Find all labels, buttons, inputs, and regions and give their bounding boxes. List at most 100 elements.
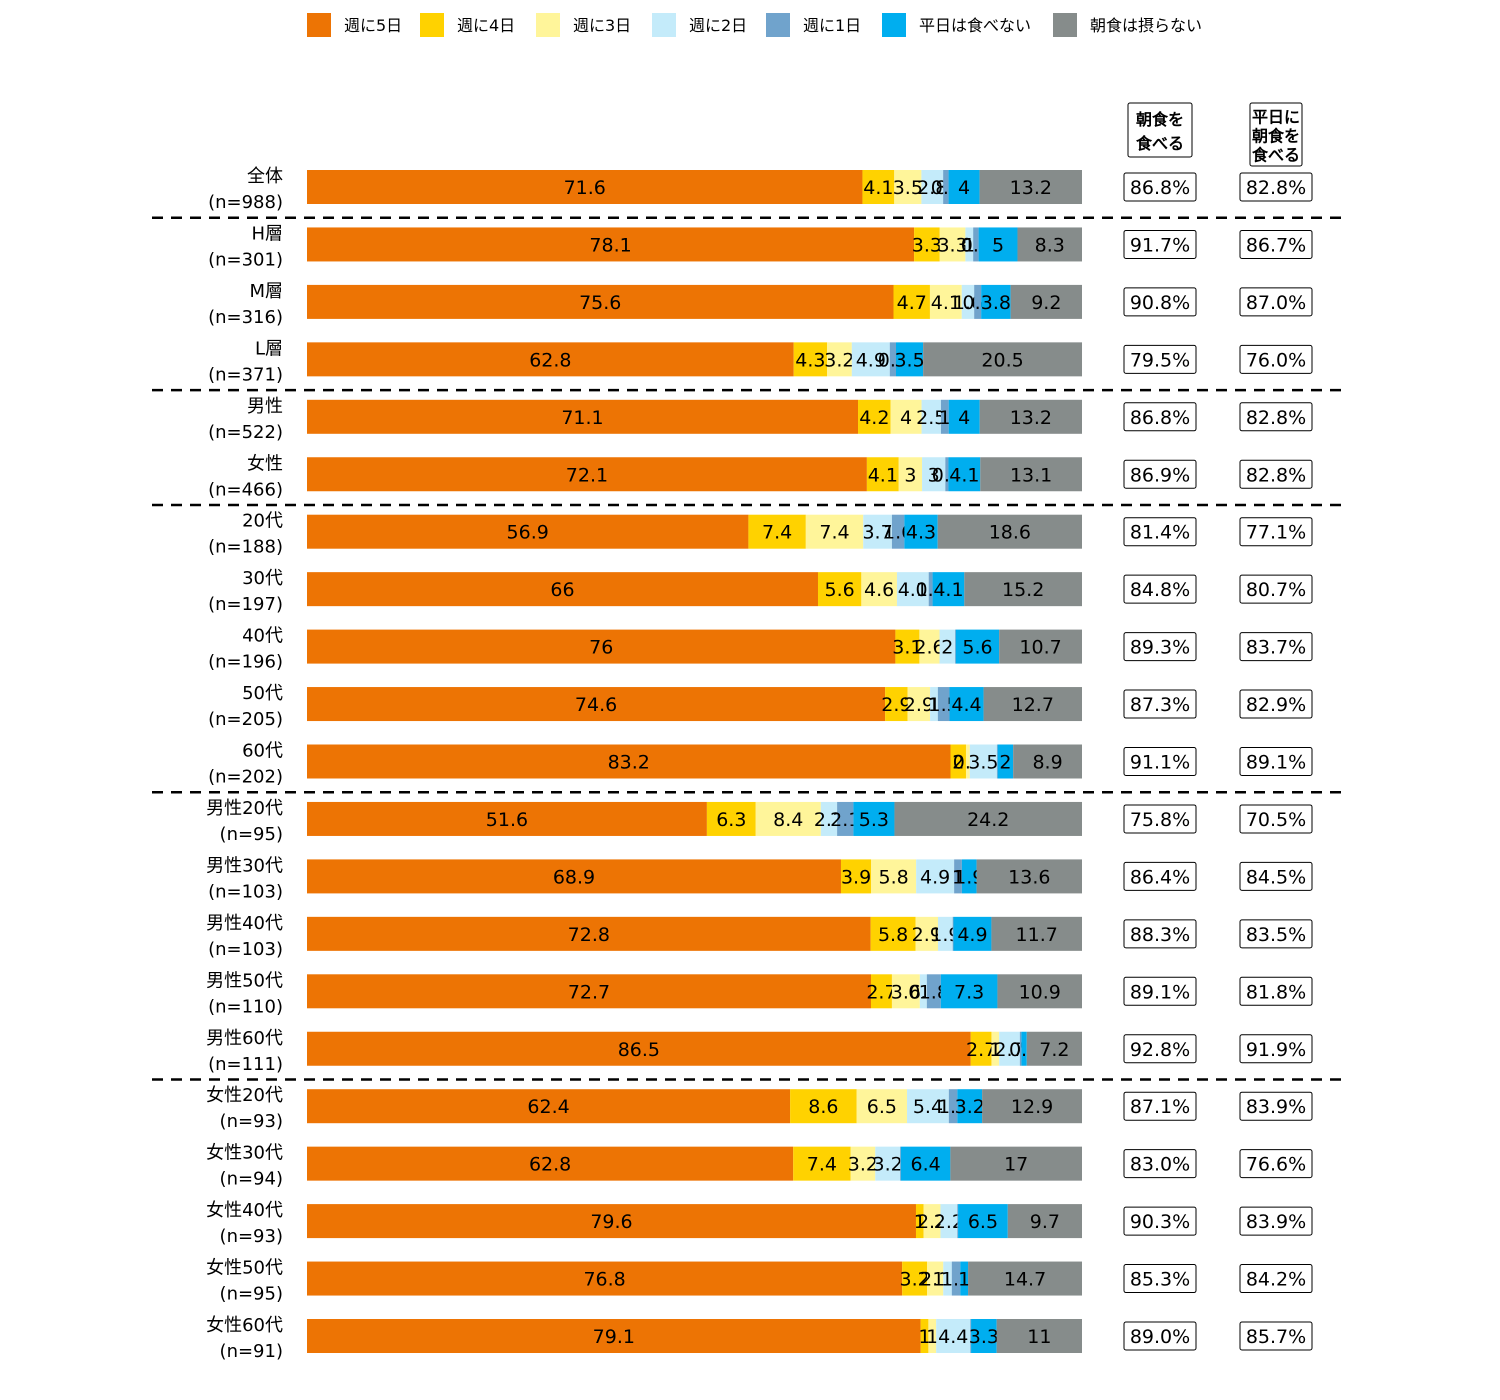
bar-segment [1026,1031,1082,1066]
bar-segment-label: 6.3 [716,809,746,831]
bar-segment [307,227,915,262]
percentage-box [1123,1091,1197,1121]
bar-segment-label: 78.1 [589,234,631,256]
percentage-box [1123,632,1197,662]
bar-segment [307,687,886,722]
bar-segment [790,1089,857,1124]
percentage-box [1123,1034,1197,1064]
bar-segment [870,974,892,1009]
category-sample-size: (n=188) [208,537,283,558]
legend-item: 週に4日 [420,13,515,37]
bar-segment [915,916,938,951]
bar-segment-label: 24.2 [967,809,1009,831]
bar-segment-label: 15.2 [1002,579,1044,601]
bar-segment-label: 66 [550,579,574,601]
category-label: 50代 [242,683,283,704]
percentage-value: 86.8% [1130,177,1190,199]
bar-segment [805,514,864,549]
bar-segment [957,1204,959,1239]
bar-segment-label: 4 [958,407,970,429]
percentage-value: 70.5% [1246,809,1306,831]
percentage-box [1239,747,1313,776]
bar-segment [307,859,841,894]
bar-segment [945,457,949,492]
bar-segment [928,572,933,607]
bar-segment [937,916,953,951]
bar-segment [999,629,1082,664]
bar-segment-label: 3 [904,464,916,486]
chart-row: 全体(n=988)71.6 4.1 3.52.80.74 13.2 86.8% 82.8% [208,166,1313,213]
bar-segment-label: 2.2 [934,1211,964,1233]
percentage-value: 83.0% [1130,1154,1190,1176]
bar-segment [307,801,707,836]
bar-segment [996,1319,1082,1353]
bar-segment [706,801,756,836]
bar-segment [914,227,940,262]
bar-segment [1019,1031,1022,1066]
bar-segment [856,1089,908,1124]
bar-segment-label: 2.7 [866,981,896,1003]
bar-segment-label: 2.7 [966,1039,996,1061]
bar-segment-label: 2.8 [917,177,947,199]
bar-segment-label: 12.9 [1011,1096,1053,1118]
bar-segment [307,1031,971,1066]
percentage-box [1123,172,1197,202]
category-label: 女性50代 [206,1258,283,1279]
percentage-value: 87.1% [1130,1096,1190,1118]
bar-segment [928,1319,937,1353]
bar-segment [955,629,956,664]
bar-segment [943,1261,952,1296]
legend: 週に5日 週に4日 週に3日 週に2日 週に1日 平日は食べない 朝食は摂らない [307,13,1202,37]
percentage-value: 76.0% [1246,349,1306,371]
bar-segment-label: 3.1 [892,637,922,659]
chart-row: 20代(n=188)56.9 7.4 7.4 3.71.64.3 18.6 81.4% 77… [208,511,1313,558]
chart-row: 男性50代(n=110)72.7 2.73.60.91.8 7.3 10.9 89.1%… [206,970,1313,1017]
bar-segment [898,457,923,492]
percentage-value: 90.8% [1130,292,1190,314]
percentage-box [1123,1264,1197,1294]
bar-segment-label: 5.8 [879,866,909,888]
percentage-box [1239,1264,1313,1294]
bar-segment [974,284,982,319]
legend-label: 平日は食べない [919,16,1031,35]
bar-segment-label: 4.1 [868,464,898,486]
percentage-box [1123,747,1197,776]
percentage-value: 84.8% [1130,579,1190,601]
legend-label: 朝食は摂らない [1090,16,1202,35]
bar-segment [916,859,955,894]
bar-segment [871,859,917,894]
category-label: 全体 [247,166,283,187]
bar-segment-label: 6.5 [968,1211,998,1233]
bar-segment [919,974,927,1009]
bar-segment-label: 1 [914,1211,926,1233]
bar-segment [965,227,974,262]
bar-segment [307,572,818,607]
bar-segment [932,572,965,607]
percentage-box [1123,1149,1197,1179]
percentage-value: 81.8% [1246,981,1306,1003]
group-separators [152,216,1348,1081]
bar-segment [837,801,854,836]
bar-segment [979,399,1082,434]
bar-segment [937,514,1082,549]
bar-segment-label: 5.4 [913,1096,943,1118]
percentage-box [1239,1034,1313,1064]
percentage-value: 83.9% [1246,1096,1306,1118]
bar-segment [896,342,924,377]
bar-segment-label: 75.6 [579,292,621,314]
category-sample-size: (n=197) [208,594,283,615]
bar-segment-label: 12.7 [1012,694,1054,716]
bar-segment-label: 8.9 [1032,752,1062,774]
bar-segment-label: 2.6 [914,637,944,659]
category-sample-size: (n=202) [208,767,283,788]
bar-segment [953,916,992,951]
bar-segment-label: 71.6 [564,177,606,199]
bar-segment [820,801,838,836]
category-sample-size: (n=988) [208,192,283,213]
bar-segment [1007,1204,1082,1239]
chart-row: H層(n=301)78.1 3.33.310.7 5 8.3 91.7% 86.7% [208,223,1313,270]
bar-segment-label: 2 [941,637,953,659]
bar-segment [922,457,946,492]
column-header-box [1127,102,1193,158]
